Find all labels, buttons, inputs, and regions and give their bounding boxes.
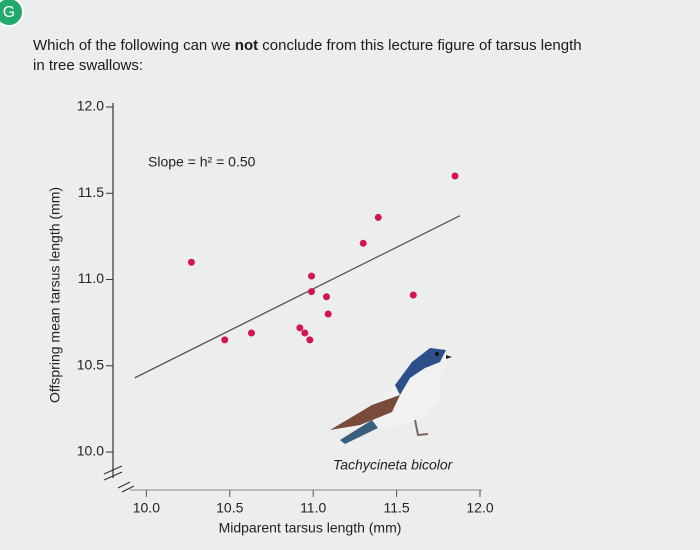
data-point — [187, 258, 195, 266]
y-tick-label: 10.0 — [77, 443, 104, 459]
question-text: Which of the following can we — [33, 37, 235, 54]
question-line-2: in tree swallows: — [33, 57, 143, 74]
data-point — [308, 288, 316, 296]
x-tick-label: 10.0 — [133, 500, 160, 516]
data-point — [306, 336, 314, 344]
data-point — [409, 291, 417, 299]
data-point — [374, 213, 382, 221]
x-tick-label: 11.5 — [383, 500, 409, 516]
x-axis-label: Midparent tarsus length (mm) — [219, 520, 402, 536]
bird-illustration — [330, 348, 452, 444]
data-point — [301, 329, 309, 337]
badge-letter: G — [3, 4, 15, 21]
data-point — [308, 272, 316, 280]
y-tick-label: 10.5 — [77, 356, 104, 372]
y-tick-label: 12.0 — [77, 98, 104, 114]
y-tick-label: 11.0 — [78, 270, 104, 286]
data-point — [323, 293, 331, 301]
trend-line — [134, 215, 461, 379]
axis-break — [103, 465, 135, 493]
x-tick-label: 10.5 — [216, 500, 243, 516]
y-axis-label: Offspring mean tarsus length (mm) — [47, 187, 63, 403]
y-tick-label: 11.5 — [78, 184, 104, 200]
x-tick-label: 11.0 — [300, 500, 326, 516]
data-point — [221, 336, 229, 344]
question-line-1: Which of the following can we not conclu… — [33, 37, 582, 54]
question-emphasis: not — [235, 37, 258, 54]
annotation: Slope = h² = 0.50 — [148, 154, 256, 170]
badge-icon — [0, 0, 24, 27]
species-label: Tachycineta bicolor — [333, 457, 454, 473]
data-point — [359, 239, 367, 247]
question-text: conclude from this lecture figure of tar… — [258, 37, 582, 54]
data-point — [324, 310, 332, 318]
x-tick-label: 12.0 — [466, 500, 493, 516]
data-point — [247, 329, 255, 337]
data-point — [451, 172, 459, 180]
data-point — [296, 324, 304, 332]
